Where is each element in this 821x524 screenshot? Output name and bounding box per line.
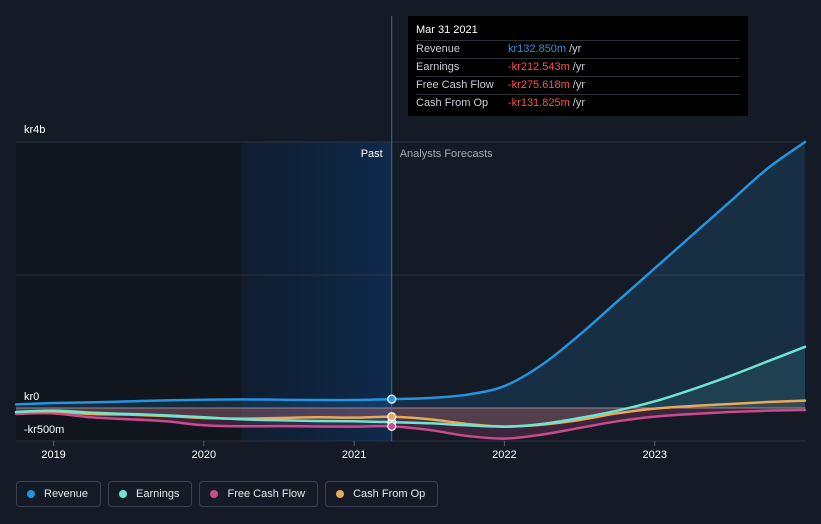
legend-dot-icon: [119, 490, 128, 498]
x-tick-label: 2019: [41, 449, 65, 461]
legend-item-cash-from-op[interactable]: Cash From Op: [325, 481, 439, 507]
x-tick-label: 2022: [492, 449, 516, 461]
tooltip-value: -kr212.543m: [508, 61, 570, 73]
area-earnings: [16, 346, 805, 427]
tooltip-label: Earnings: [416, 61, 460, 73]
legend-label: Earnings: [136, 488, 180, 500]
line-revenue: [14, 140, 807, 406]
tooltip-unit: /yr: [569, 43, 582, 55]
legend-dot-icon: [210, 490, 219, 498]
tooltip: Mar 31 2021 Revenue kr132.850m /yr Earni…: [408, 16, 748, 116]
y-tick-label: kr0: [24, 391, 39, 403]
legend-item-revenue[interactable]: Revenue: [16, 481, 102, 507]
legend-item-earnings[interactable]: Earnings: [108, 481, 193, 507]
legend-dot-icon: [336, 490, 345, 498]
tooltip-label: Cash From Op: [416, 97, 489, 109]
tooltip-label: Free Cash Flow: [416, 79, 494, 91]
tooltip-value: kr132.850m: [508, 43, 567, 55]
tooltip-unit: /yr: [572, 61, 585, 73]
legend: Revenue Earnings Free Cash Flow Cash Fro…: [16, 481, 439, 507]
legend-dot-icon: [27, 490, 35, 498]
x-axis-labels: 2019 2020 2021 2022 2023: [41, 441, 667, 461]
line-earnings: [14, 345, 807, 428]
y-axis-labels: kr4b kr0 -kr500m: [24, 124, 64, 436]
dot-cash-from-op: [387, 412, 397, 422]
line-free-cash-flow: [14, 408, 807, 440]
y-tick-label: kr4b: [24, 124, 45, 136]
tooltip-row-earnings: Earnings -kr212.543m /yr: [416, 59, 740, 77]
tooltip-unit: /yr: [572, 97, 585, 109]
series-lines: [14, 140, 807, 440]
tooltip-row-cash-from-op: Cash From Op -kr131.825m /yr: [416, 95, 740, 112]
tooltip-row-revenue: Revenue kr132.850m /yr: [416, 41, 740, 59]
x-tick-label: 2023: [642, 449, 666, 461]
dot-revenue: [387, 394, 397, 404]
now-marker-dots: [387, 394, 397, 431]
y-tick-label: -kr500m: [24, 424, 64, 436]
legend-label: Free Cash Flow: [227, 488, 306, 500]
tooltip-date: Mar 31 2021: [416, 24, 740, 41]
recent-past-highlight: [241, 142, 392, 441]
tooltip-unit: /yr: [572, 79, 585, 91]
dot-free-cash-flow: [387, 421, 397, 431]
legend-label: Cash From Op: [353, 488, 426, 500]
x-tick-label: 2020: [192, 449, 216, 461]
tooltip-value: -kr131.825m: [508, 97, 570, 109]
tooltip-value: -kr275.618m: [508, 79, 570, 91]
area-cash-from-op: [16, 400, 805, 427]
x-tick-label: 2021: [342, 449, 366, 461]
legend-label: Revenue: [44, 488, 89, 500]
past-label: Past: [361, 148, 383, 160]
area-revenue: [16, 142, 805, 408]
legend-item-free-cash-flow[interactable]: Free Cash Flow: [199, 481, 319, 507]
forecast-label: Analysts Forecasts: [400, 148, 493, 160]
tooltip-row-free-cash-flow: Free Cash Flow -kr275.618m /yr: [416, 77, 740, 95]
tooltip-label: Revenue: [416, 43, 461, 55]
